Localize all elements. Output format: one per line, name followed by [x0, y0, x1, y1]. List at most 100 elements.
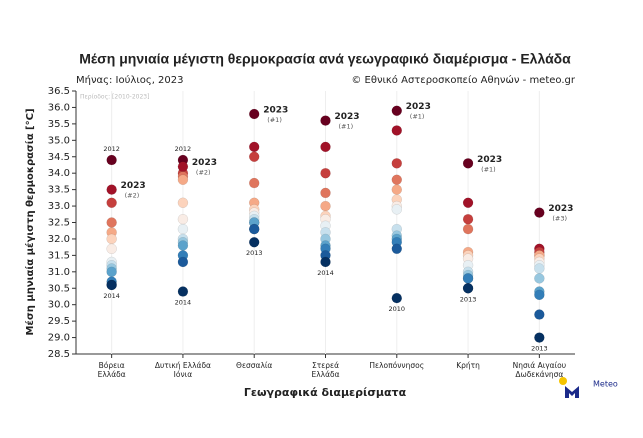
max-year: 2012 — [175, 145, 192, 153]
chart-title: Μέση μηνιαία μέγιστη θερμοκρασία ανά γεω… — [79, 51, 571, 67]
min-year: 2014 — [317, 269, 334, 277]
label-2023: 2023 — [548, 204, 573, 214]
max-year: 2012 — [103, 145, 120, 153]
dot — [248, 236, 260, 248]
dot — [248, 151, 260, 162]
label-2023: 2023 — [121, 181, 146, 191]
rank-2023: (#1) — [481, 165, 496, 173]
dot — [391, 204, 403, 215]
y-tick-label: 36.5 — [48, 86, 70, 97]
dot — [534, 332, 545, 343]
dot — [534, 309, 545, 320]
y-tick-label: 31.5 — [48, 250, 70, 261]
dot — [177, 174, 189, 186]
dot — [320, 141, 331, 153]
rank-2023: (#3) — [552, 215, 567, 223]
dot — [391, 158, 403, 169]
source: © Εθνικό Αστεροσκοπείο Αθηνών - meteo.gr — [351, 74, 576, 86]
y-tick-label: 30.0 — [48, 300, 70, 311]
logo-dot — [559, 377, 567, 385]
label-2023: 2023 — [477, 155, 502, 165]
dot — [106, 217, 117, 228]
dot — [534, 289, 545, 301]
y-tick-label: 34.5 — [48, 152, 70, 163]
y-tick-label: 33.0 — [48, 201, 70, 212]
label-2023: 2023 — [335, 112, 360, 122]
dot — [462, 273, 474, 284]
dot — [462, 223, 474, 235]
label-2023: 2023 — [263, 106, 288, 116]
dot — [391, 184, 403, 195]
y-tick-label: 36.0 — [48, 102, 70, 113]
min-year: 2013 — [246, 249, 263, 257]
dot — [177, 256, 189, 268]
logo-m — [565, 386, 579, 398]
y-tick-label: 33.5 — [48, 185, 70, 196]
logo: Meteo — [559, 377, 618, 398]
y-tick-label: 28.5 — [48, 349, 70, 360]
rank-2023: (#2) — [125, 192, 140, 200]
dot — [177, 286, 189, 297]
dot — [462, 197, 474, 209]
dot-2023 — [320, 115, 331, 126]
dot — [320, 187, 331, 199]
y-tick-label: 29.0 — [48, 333, 70, 344]
y-tick-label: 29.5 — [48, 316, 70, 327]
y-tick-label: 35.0 — [48, 135, 70, 146]
dot — [534, 263, 545, 274]
x-tick-label: Βόρεια Ελλάδα — [98, 361, 126, 379]
dot — [248, 141, 260, 153]
y-tick-label: 30.5 — [48, 283, 70, 294]
dot — [106, 233, 117, 245]
subtitle: Μήνας: Ιούλιος, 2023 — [76, 74, 184, 86]
dot — [320, 167, 331, 179]
rank-2023: (#1) — [410, 113, 425, 121]
dot — [177, 223, 189, 235]
dot-2023 — [391, 105, 403, 116]
y-tick-label: 32.5 — [48, 218, 70, 229]
min-year: 2013 — [460, 295, 477, 303]
dot — [106, 243, 117, 255]
dot — [534, 273, 545, 284]
x-tick-label: Στερεά Ελλάδα — [311, 361, 339, 379]
dot — [106, 266, 117, 278]
rank-2023: (#1) — [339, 123, 354, 131]
dot-2023 — [177, 161, 189, 172]
dot — [320, 200, 331, 212]
label-2023: 2023 — [192, 158, 217, 168]
x-tick-label: Πελοπόννησος — [369, 361, 424, 370]
y-tick-label: 32.0 — [48, 234, 70, 245]
x-tick-label: Κρήτη — [456, 361, 480, 370]
dot-2023 — [248, 108, 260, 120]
y-tick-label: 34.0 — [48, 168, 70, 179]
rank-2023: (#2) — [196, 169, 211, 177]
dot — [462, 213, 474, 225]
dot — [106, 197, 117, 209]
min-year: 2014 — [175, 299, 192, 307]
dot — [391, 292, 403, 304]
y-axis-label: Μέση μηνιαία μέγιστη θερμοκρασία [°C] — [24, 108, 36, 335]
dot — [248, 177, 260, 189]
dot — [177, 197, 189, 209]
label-2023: 2023 — [406, 102, 431, 112]
period: Περίοδος: [2010-2023] — [80, 94, 149, 101]
dot — [177, 213, 189, 225]
dot — [391, 125, 403, 136]
logo-text: Meteo — [593, 380, 618, 389]
min-year: 2014 — [103, 292, 120, 300]
dot — [106, 279, 117, 291]
x-tick-label: Νησιά Αιγαίου Δωδεκάνησα — [513, 361, 567, 379]
dot — [177, 240, 189, 251]
y-tick-label: 35.5 — [48, 119, 70, 130]
x-tick-label: Θεσσαλία — [236, 361, 272, 370]
min-year: 2010 — [389, 305, 406, 313]
y-tick-label: 31.0 — [48, 267, 70, 278]
dot — [320, 256, 331, 268]
dot — [391, 243, 403, 255]
dot-2023 — [106, 184, 117, 195]
dot — [391, 174, 403, 186]
dot-2023 — [462, 158, 474, 169]
x-axis-label: Γεωγραφικά διαμερίσματα — [244, 386, 407, 399]
min-year: 2013 — [531, 345, 548, 353]
